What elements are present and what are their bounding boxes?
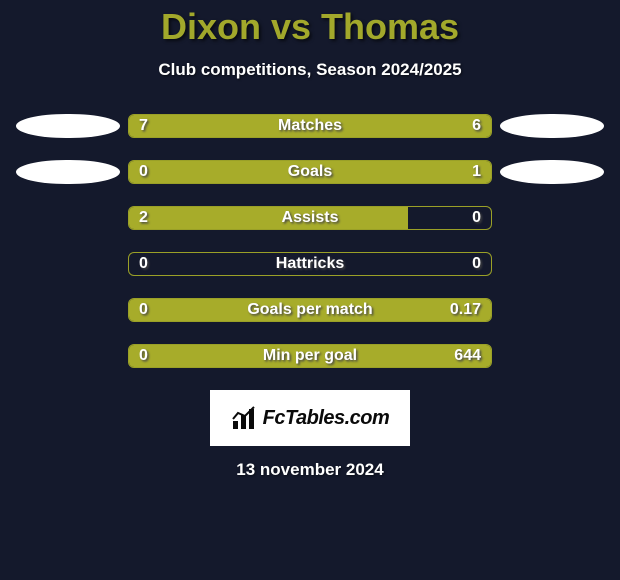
stat-value-left: 2: [139, 207, 148, 229]
stat-row: 0 Goals per match 0.17: [8, 298, 612, 322]
page-title: Dixon vs Thomas: [0, 0, 620, 48]
stat-value-right: 0: [472, 253, 481, 275]
stat-label: Min per goal: [263, 345, 357, 367]
stat-bar: 0 Min per goal 644: [128, 344, 492, 368]
stat-row: 2 Assists 0: [8, 206, 612, 230]
stat-value-left: 0: [139, 253, 148, 275]
stat-label: Goals per match: [247, 299, 372, 321]
stat-row: 7 Matches 6: [8, 114, 612, 138]
player-left-avatar: [16, 114, 120, 138]
page-subtitle: Club competitions, Season 2024/2025: [0, 60, 620, 80]
bar-right-fill: [324, 115, 491, 137]
stat-row: 0 Goals 1: [8, 160, 612, 184]
stat-row: 0 Min per goal 644: [8, 344, 612, 368]
stat-value-right: 1: [472, 161, 481, 183]
right-avatar-col: [492, 160, 612, 184]
comparison-chart: 7 Matches 6 0 Goals 1 2 Assists 0 0 Hattricks 0 0 Goa…: [0, 114, 620, 368]
stat-value-right: 644: [454, 345, 481, 367]
stat-label: Hattricks: [276, 253, 344, 275]
timestamp-label: 13 november 2024: [0, 460, 620, 480]
stat-value-right: 0: [472, 207, 481, 229]
left-avatar-col: [8, 114, 128, 138]
stat-row: 0 Hattricks 0: [8, 252, 612, 276]
stat-value-left: 0: [139, 299, 148, 321]
stat-bar: 0 Goals per match 0.17: [128, 298, 492, 322]
bar-left-fill: [129, 207, 408, 229]
left-avatar-col: [8, 160, 128, 184]
logo-box: FcTables.com: [210, 390, 410, 446]
stat-label: Assists: [282, 207, 339, 229]
stat-bar: 0 Hattricks 0: [128, 252, 492, 276]
player-right-avatar: [500, 114, 604, 138]
stat-value-right: 6: [472, 115, 481, 137]
stat-label: Matches: [278, 115, 342, 137]
right-avatar-col: [492, 114, 612, 138]
player-right-avatar: [500, 160, 604, 184]
stat-value-left: 7: [139, 115, 148, 137]
stat-value-left: 0: [139, 345, 148, 367]
player-left-avatar: [16, 160, 120, 184]
stat-value-left: 0: [139, 161, 148, 183]
stat-value-right: 0.17: [450, 299, 481, 321]
stat-label: Goals: [288, 161, 332, 183]
stat-bar: 0 Goals 1: [128, 160, 492, 184]
stat-bar: 2 Assists 0: [128, 206, 492, 230]
stat-bar: 7 Matches 6: [128, 114, 492, 138]
logo-text: FcTables.com: [263, 407, 390, 430]
bar-right-fill: [191, 161, 491, 183]
fctables-icon: [231, 405, 257, 431]
